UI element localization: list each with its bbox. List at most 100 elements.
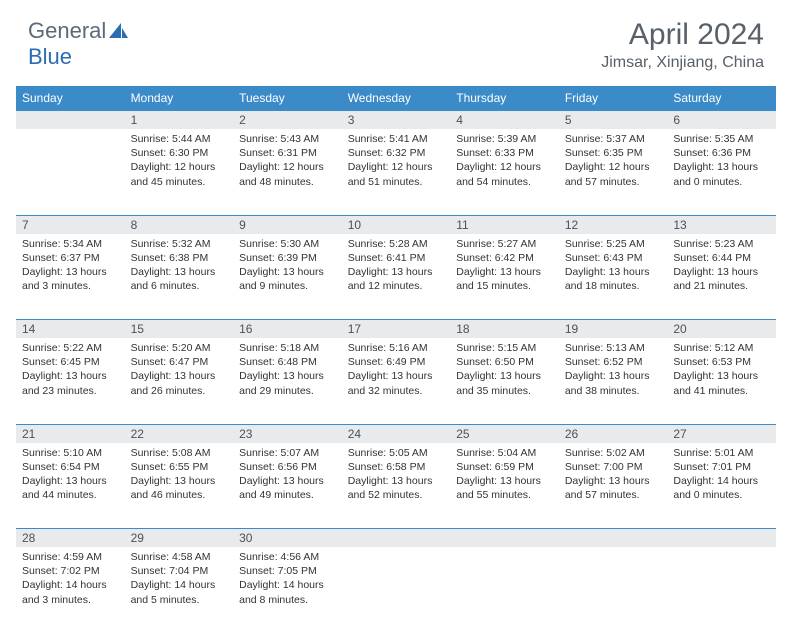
- day-content-cell: Sunrise: 4:58 AMSunset: 7:04 PMDaylight:…: [125, 547, 234, 633]
- day-info-line: Sunrise: 5:12 AM: [673, 341, 770, 355]
- day-info-line: Sunset: 6:35 PM: [565, 146, 662, 160]
- day-number-cell: 19: [559, 320, 668, 339]
- day-number-cell: 2: [233, 111, 342, 130]
- day-content-cell: Sunrise: 5:02 AMSunset: 7:00 PMDaylight:…: [559, 443, 668, 529]
- day-info-line: Sunset: 7:01 PM: [673, 460, 770, 474]
- day-info-line: Sunrise: 5:16 AM: [348, 341, 445, 355]
- day-number-cell: 26: [559, 424, 668, 443]
- day-info-line: Sunset: 6:36 PM: [673, 146, 770, 160]
- day-number-cell: [559, 529, 668, 548]
- day-number-cell: 6: [667, 111, 776, 130]
- day-info-line: Sunset: 6:43 PM: [565, 251, 662, 265]
- day-number-cell: 3: [342, 111, 451, 130]
- day-content-cell: Sunrise: 5:20 AMSunset: 6:47 PMDaylight:…: [125, 338, 234, 424]
- day-info-line: Sunset: 6:49 PM: [348, 355, 445, 369]
- day-info-line: Sunrise: 5:43 AM: [239, 132, 336, 146]
- day-info-line: Sunrise: 5:25 AM: [565, 237, 662, 251]
- logo-text-2: Blue: [28, 44, 72, 70]
- day-content-cell: Sunrise: 5:22 AMSunset: 6:45 PMDaylight:…: [16, 338, 125, 424]
- day-number-cell: 1: [125, 111, 234, 130]
- day-info-line: Sunrise: 5:23 AM: [673, 237, 770, 251]
- day-info-line: Sunrise: 5:08 AM: [131, 446, 228, 460]
- day-number-cell: 23: [233, 424, 342, 443]
- day-info-line: Daylight: 13 hours and 35 minutes.: [456, 369, 553, 397]
- day-info-line: Daylight: 13 hours and 44 minutes.: [22, 474, 119, 502]
- weekday-header: Thursday: [450, 86, 559, 111]
- day-info-line: Sunrise: 5:07 AM: [239, 446, 336, 460]
- day-info-line: Sunrise: 5:20 AM: [131, 341, 228, 355]
- day-info-line: Sunrise: 5:28 AM: [348, 237, 445, 251]
- day-info-line: Daylight: 14 hours and 8 minutes.: [239, 578, 336, 606]
- day-number-cell: [667, 529, 776, 548]
- day-number-cell: 13: [667, 215, 776, 234]
- day-number-row: 14151617181920: [16, 320, 776, 339]
- day-info-line: Sunset: 6:32 PM: [348, 146, 445, 160]
- day-number-cell: 8: [125, 215, 234, 234]
- day-content-cell: Sunrise: 5:30 AMSunset: 6:39 PMDaylight:…: [233, 234, 342, 320]
- day-content-cell: [559, 547, 668, 633]
- day-info-line: Sunrise: 5:41 AM: [348, 132, 445, 146]
- day-content-cell: Sunrise: 5:16 AMSunset: 6:49 PMDaylight:…: [342, 338, 451, 424]
- day-info-line: Sunset: 6:48 PM: [239, 355, 336, 369]
- day-content-cell: [450, 547, 559, 633]
- day-number-cell: [342, 529, 451, 548]
- day-number-cell: 10: [342, 215, 451, 234]
- day-content-cell: Sunrise: 5:04 AMSunset: 6:59 PMDaylight:…: [450, 443, 559, 529]
- weekday-header: Wednesday: [342, 86, 451, 111]
- day-info-line: Sunset: 6:42 PM: [456, 251, 553, 265]
- day-info-line: Sunset: 7:02 PM: [22, 564, 119, 578]
- day-info-line: Daylight: 13 hours and 46 minutes.: [131, 474, 228, 502]
- day-info-line: Sunrise: 5:04 AM: [456, 446, 553, 460]
- day-info-line: Sunrise: 5:34 AM: [22, 237, 119, 251]
- weekday-header: Saturday: [667, 86, 776, 111]
- day-content-cell: Sunrise: 4:56 AMSunset: 7:05 PMDaylight:…: [233, 547, 342, 633]
- day-content-cell: Sunrise: 5:01 AMSunset: 7:01 PMDaylight:…: [667, 443, 776, 529]
- day-number-cell: 30: [233, 529, 342, 548]
- day-content-cell: Sunrise: 5:28 AMSunset: 6:41 PMDaylight:…: [342, 234, 451, 320]
- day-content-cell: Sunrise: 4:59 AMSunset: 7:02 PMDaylight:…: [16, 547, 125, 633]
- day-number-cell: 5: [559, 111, 668, 130]
- day-content-cell: Sunrise: 5:18 AMSunset: 6:48 PMDaylight:…: [233, 338, 342, 424]
- day-info-line: Sunrise: 4:58 AM: [131, 550, 228, 564]
- day-content-cell: Sunrise: 5:12 AMSunset: 6:53 PMDaylight:…: [667, 338, 776, 424]
- day-content-cell: Sunrise: 5:35 AMSunset: 6:36 PMDaylight:…: [667, 129, 776, 215]
- day-number-cell: 12: [559, 215, 668, 234]
- day-content-cell: Sunrise: 5:05 AMSunset: 6:58 PMDaylight:…: [342, 443, 451, 529]
- day-info-line: Sunset: 6:33 PM: [456, 146, 553, 160]
- weekday-header: Sunday: [16, 86, 125, 111]
- day-info-line: Sunrise: 5:37 AM: [565, 132, 662, 146]
- day-number-cell: 15: [125, 320, 234, 339]
- day-content-row: Sunrise: 5:10 AMSunset: 6:54 PMDaylight:…: [16, 443, 776, 529]
- day-number-cell: 27: [667, 424, 776, 443]
- day-info-line: Daylight: 13 hours and 55 minutes.: [456, 474, 553, 502]
- day-content-row: Sunrise: 5:34 AMSunset: 6:37 PMDaylight:…: [16, 234, 776, 320]
- day-info-line: Sunrise: 5:39 AM: [456, 132, 553, 146]
- day-info-line: Sunrise: 5:05 AM: [348, 446, 445, 460]
- day-content-cell: [16, 129, 125, 215]
- day-number-cell: 11: [450, 215, 559, 234]
- day-content-cell: Sunrise: 5:34 AMSunset: 6:37 PMDaylight:…: [16, 234, 125, 320]
- day-info-line: Daylight: 13 hours and 23 minutes.: [22, 369, 119, 397]
- day-info-line: Daylight: 13 hours and 3 minutes.: [22, 265, 119, 293]
- day-number-cell: 16: [233, 320, 342, 339]
- day-info-line: Daylight: 13 hours and 57 minutes.: [565, 474, 662, 502]
- logo-sail-icon: [108, 22, 130, 40]
- day-info-line: Sunset: 6:56 PM: [239, 460, 336, 474]
- day-info-line: Sunset: 6:52 PM: [565, 355, 662, 369]
- day-number-row: 21222324252627: [16, 424, 776, 443]
- day-info-line: Sunset: 7:05 PM: [239, 564, 336, 578]
- day-info-line: Daylight: 13 hours and 38 minutes.: [565, 369, 662, 397]
- day-number-cell: [450, 529, 559, 548]
- day-info-line: Sunset: 6:45 PM: [22, 355, 119, 369]
- day-info-line: Sunrise: 5:02 AM: [565, 446, 662, 460]
- day-info-line: Sunrise: 5:22 AM: [22, 341, 119, 355]
- weekday-header-row: SundayMondayTuesdayWednesdayThursdayFrid…: [16, 86, 776, 111]
- day-info-line: Daylight: 13 hours and 49 minutes.: [239, 474, 336, 502]
- day-number-cell: 9: [233, 215, 342, 234]
- day-number-cell: 14: [16, 320, 125, 339]
- day-info-line: Sunrise: 5:27 AM: [456, 237, 553, 251]
- day-info-line: Daylight: 12 hours and 45 minutes.: [131, 160, 228, 188]
- day-info-line: Daylight: 13 hours and 52 minutes.: [348, 474, 445, 502]
- day-info-line: Sunrise: 5:18 AM: [239, 341, 336, 355]
- day-info-line: Daylight: 13 hours and 21 minutes.: [673, 265, 770, 293]
